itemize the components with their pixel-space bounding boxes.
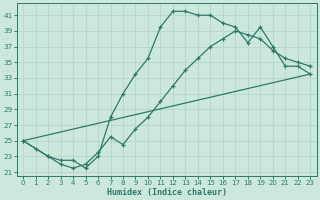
X-axis label: Humidex (Indice chaleur): Humidex (Indice chaleur) [107,188,227,197]
